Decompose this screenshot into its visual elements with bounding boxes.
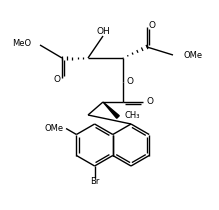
Text: MeO: MeO	[12, 39, 31, 49]
Text: O: O	[53, 75, 60, 84]
Text: OH: OH	[96, 26, 110, 35]
Text: Br: Br	[90, 176, 99, 185]
Text: OMe: OMe	[183, 50, 202, 59]
Text: O: O	[148, 21, 155, 30]
Text: O: O	[147, 97, 154, 106]
Polygon shape	[103, 102, 119, 118]
Text: O: O	[127, 77, 134, 87]
Text: OMe: OMe	[45, 124, 64, 133]
Text: CH₃: CH₃	[124, 112, 140, 121]
